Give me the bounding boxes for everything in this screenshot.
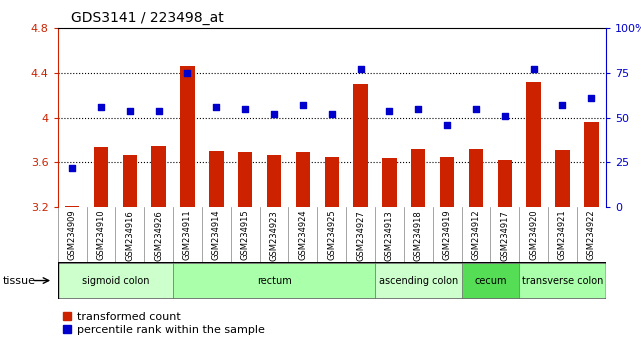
Point: [297, 102, 308, 108]
Point: [212, 104, 222, 110]
Text: cecum: cecum: [474, 275, 506, 286]
Bar: [296, 152, 310, 207]
Point: [240, 106, 250, 112]
Point: [96, 104, 106, 110]
Bar: [151, 145, 166, 207]
Text: GDS3141 / 223498_at: GDS3141 / 223498_at: [71, 11, 223, 25]
Bar: [324, 157, 339, 207]
Bar: [584, 122, 599, 207]
Text: GSM234915: GSM234915: [240, 210, 250, 261]
Text: GSM234924: GSM234924: [298, 210, 308, 261]
Text: GSM234922: GSM234922: [587, 210, 596, 261]
Text: GSM234925: GSM234925: [327, 210, 337, 261]
Point: [67, 165, 77, 171]
Point: [529, 67, 539, 72]
Point: [471, 106, 481, 112]
Point: [327, 111, 337, 117]
Bar: [462, 263, 519, 298]
Bar: [375, 263, 462, 298]
Point: [413, 106, 424, 112]
Point: [586, 95, 596, 101]
Point: [269, 111, 279, 117]
Text: GSM234921: GSM234921: [558, 210, 567, 261]
Bar: [267, 155, 281, 207]
Point: [356, 67, 366, 72]
Bar: [497, 160, 512, 207]
Text: GSM234909: GSM234909: [67, 210, 77, 261]
Text: GSM234916: GSM234916: [125, 210, 135, 261]
Bar: [122, 155, 137, 207]
Bar: [173, 263, 375, 298]
Legend: transformed count, percentile rank within the sample: transformed count, percentile rank withi…: [63, 312, 265, 335]
Bar: [238, 152, 253, 207]
Bar: [411, 149, 426, 207]
Bar: [469, 149, 483, 207]
Bar: [555, 150, 570, 207]
Bar: [519, 263, 606, 298]
Text: transverse colon: transverse colon: [522, 275, 603, 286]
Text: GSM234910: GSM234910: [96, 210, 106, 261]
Text: GSM234926: GSM234926: [154, 210, 163, 261]
Bar: [440, 157, 454, 207]
Bar: [526, 82, 541, 207]
Text: GSM234919: GSM234919: [442, 210, 452, 261]
Point: [442, 122, 453, 128]
Point: [183, 70, 193, 76]
Text: sigmoid colon: sigmoid colon: [81, 275, 149, 286]
Text: GSM234913: GSM234913: [385, 210, 394, 261]
Bar: [209, 151, 224, 207]
Text: GSM234923: GSM234923: [269, 210, 279, 261]
Bar: [58, 263, 173, 298]
Text: GSM234920: GSM234920: [529, 210, 538, 261]
Text: GSM234912: GSM234912: [471, 210, 481, 261]
Point: [558, 102, 568, 108]
Bar: [353, 84, 368, 207]
Point: [500, 113, 510, 119]
Bar: [382, 158, 397, 207]
Bar: [94, 147, 108, 207]
Text: GSM234918: GSM234918: [413, 210, 423, 261]
Text: tissue: tissue: [3, 275, 36, 286]
Bar: [180, 66, 195, 207]
Text: GSM234917: GSM234917: [500, 210, 510, 261]
Point: [385, 108, 395, 113]
Text: rectum: rectum: [256, 275, 292, 286]
Text: GSM234914: GSM234914: [212, 210, 221, 261]
Text: GSM234927: GSM234927: [356, 210, 365, 261]
Bar: [65, 206, 79, 207]
Text: GSM234911: GSM234911: [183, 210, 192, 261]
Point: [154, 108, 164, 113]
Point: [124, 108, 135, 113]
Text: ascending colon: ascending colon: [379, 275, 458, 286]
